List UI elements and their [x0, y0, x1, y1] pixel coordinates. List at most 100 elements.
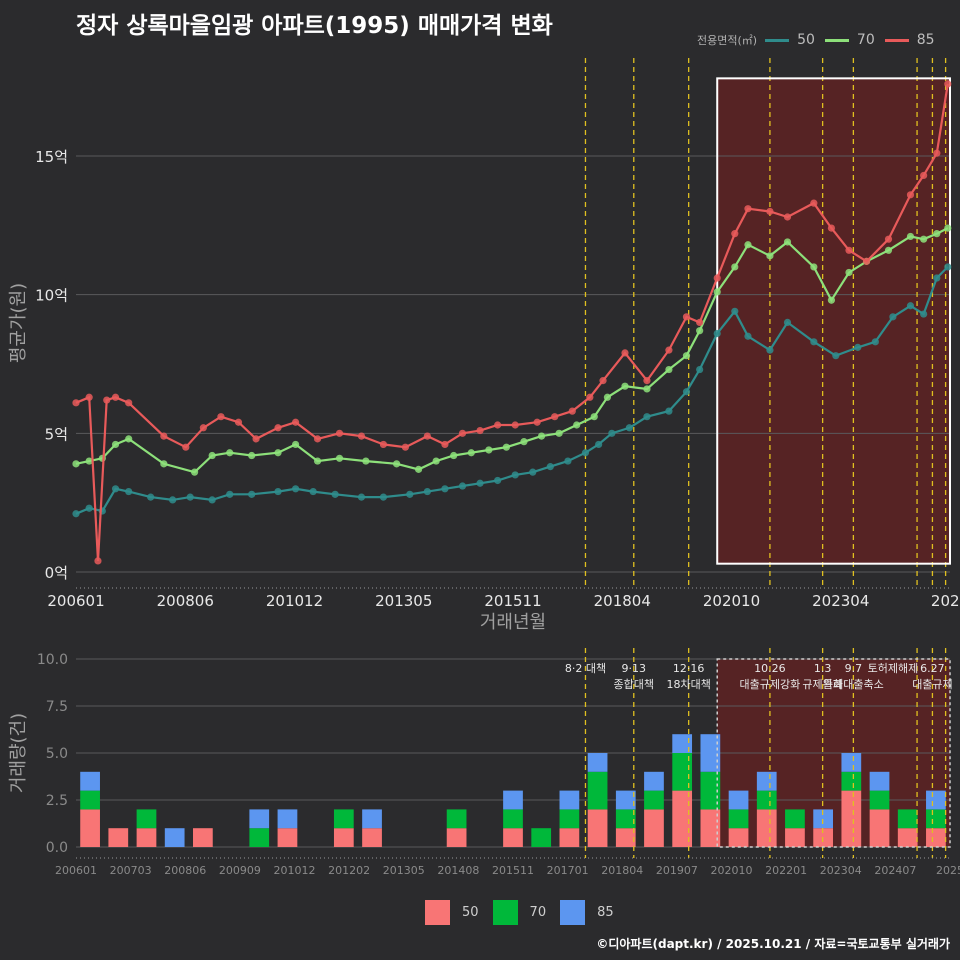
data-point-50: [713, 329, 721, 338]
data-point-50: [406, 490, 414, 498]
bar-50: [587, 809, 608, 847]
data-point-50: [696, 365, 704, 374]
bar-85: [80, 771, 100, 791]
data-point-70: [72, 460, 80, 468]
bar-50: [136, 828, 157, 847]
bar-85: [164, 828, 185, 847]
bar-85: [756, 771, 777, 791]
data-point-85: [696, 318, 704, 326]
policy-label: 규제완화: [802, 678, 842, 691]
policy-label: 6.27: [920, 662, 945, 675]
bar-50: [897, 828, 918, 847]
data-point-70: [766, 252, 774, 260]
data-point-85: [621, 349, 629, 357]
data-point-85: [744, 205, 752, 213]
data-point-50: [476, 479, 484, 487]
data-point-50: [441, 485, 449, 493]
bar-85: [249, 809, 270, 829]
data-point-50: [731, 307, 739, 315]
bar-70: [700, 771, 721, 810]
bar-legend-item-85: 85: [560, 900, 614, 925]
bar-legend-swatch-85: [560, 900, 586, 925]
data-point-70: [920, 235, 928, 243]
data-point-50: [72, 510, 80, 518]
data-point-70: [313, 457, 322, 465]
data-point-70: [590, 413, 598, 421]
legend-title: 전용면적(㎡): [697, 34, 758, 47]
data-point-85: [713, 274, 721, 282]
data-point-70: [845, 268, 853, 277]
data-point-50: [581, 449, 590, 457]
data-point-85: [401, 443, 409, 451]
bar-50: [644, 809, 664, 847]
bar-50: [615, 828, 636, 847]
data-point-85: [511, 421, 519, 429]
data-point-70: [362, 457, 370, 465]
x-tick-label: 201012: [266, 592, 323, 610]
data-point-70: [291, 440, 300, 449]
bar-70: [615, 809, 636, 829]
data-point-70: [810, 263, 818, 271]
chart-title: 정자 상록마을임광 아파트(1995) 매매가격 변화: [76, 13, 553, 39]
bar-85: [277, 809, 298, 829]
bar-50: [785, 828, 805, 847]
policy-label: 8·2 대책: [565, 662, 606, 675]
y-tick-label: 15억: [35, 148, 68, 166]
bar-50: [333, 828, 354, 847]
bar-50: [108, 828, 129, 847]
bar-50: [869, 809, 890, 847]
bar-x-tick-label: 202201: [765, 864, 807, 877]
bar-legend-swatch-70: [492, 900, 518, 925]
bar-70: [136, 809, 157, 829]
bar-85: [503, 790, 523, 810]
bar-85: [615, 790, 636, 810]
data-point-50: [208, 496, 216, 504]
bar-legend-swatch-50: [425, 900, 450, 925]
bar-50: [926, 828, 946, 847]
data-point-50: [511, 471, 519, 479]
bar-50: [193, 828, 213, 847]
policy-label: 1.3: [814, 662, 832, 675]
bar-70: [249, 828, 270, 847]
bar-85: [813, 809, 833, 829]
data-point-50: [458, 482, 467, 490]
bar-50: [362, 828, 382, 847]
data-point-85: [862, 257, 871, 265]
data-point-70: [621, 382, 629, 390]
policy-label: 대출규제: [912, 678, 952, 691]
bar-70: [446, 809, 467, 829]
legend-label-85: 85: [916, 32, 935, 48]
data-point-85: [441, 440, 449, 449]
data-point-50: [357, 493, 366, 501]
x-tick-label: 2025: [931, 592, 960, 610]
data-point-85: [160, 432, 168, 440]
bar-85: [559, 790, 580, 810]
bar-y-tick-label: 10.0: [37, 652, 68, 668]
data-point-50: [889, 313, 897, 321]
data-point-85: [599, 377, 607, 385]
y-tick-label: 0억: [45, 564, 68, 582]
data-point-70: [665, 365, 673, 374]
data-point-70: [783, 238, 792, 246]
data-point-85: [586, 393, 594, 401]
bar-y-tick-label: 5.0: [46, 746, 68, 762]
bar-x-tick-label: 201511: [492, 864, 534, 877]
bar-legend-label-50: 50: [462, 905, 479, 920]
policy-label: 토허제해제: [868, 661, 919, 675]
bar-85: [362, 809, 382, 829]
data-point-85: [125, 399, 133, 407]
data-point-50: [744, 332, 752, 340]
legend-line-85: [884, 38, 909, 42]
bar-y-tick-label: 7.5: [46, 699, 68, 715]
bar-legend-label-85: 85: [597, 905, 614, 920]
data-point-70: [208, 451, 216, 460]
data-point-50: [546, 463, 554, 471]
data-point-50: [625, 424, 633, 432]
data-point-85: [933, 149, 941, 157]
data-point-50: [379, 493, 388, 501]
data-point-85: [291, 418, 300, 426]
data-point-50: [111, 485, 120, 493]
policy-label: 9.7: [845, 662, 863, 675]
bar-70: [503, 809, 523, 829]
